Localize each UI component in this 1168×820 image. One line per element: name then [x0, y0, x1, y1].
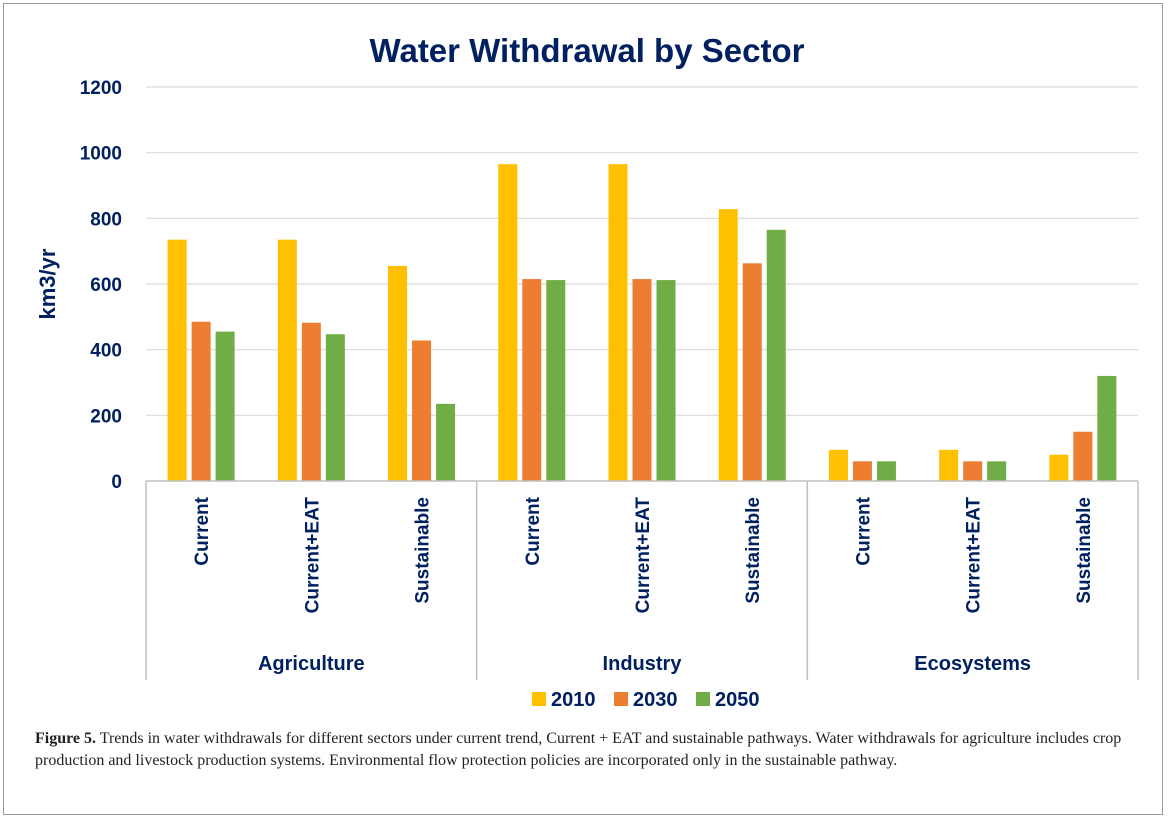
- legend-swatch-2050: [696, 692, 710, 706]
- x-axis: Current Current+EAT Sustainable Agriculture…: [145, 480, 1139, 680]
- bar-2030-4: [522, 279, 542, 481]
- legend-swatch-2010: [532, 692, 546, 706]
- figure-caption: Figure 5. Trends in water withdrawals fo…: [35, 728, 1135, 772]
- bar-2010-5: [608, 164, 628, 482]
- category-label: Current+EAT: [964, 497, 985, 614]
- bar-2030-8: [963, 461, 983, 481]
- category-label: Current+EAT: [302, 497, 323, 614]
- bars: [167, 164, 1117, 482]
- bar-2050-4: [546, 280, 566, 481]
- bar-2050-3: [436, 403, 456, 481]
- bar-2030-1: [191, 321, 211, 481]
- bar-2050-6: [766, 229, 786, 481]
- y-tick-label: 1000: [80, 144, 122, 165]
- bar-2010-6: [718, 209, 738, 481]
- category-label: Current: [853, 496, 874, 565]
- bar-2010-7: [828, 449, 848, 481]
- category-label: Current: [192, 496, 213, 565]
- y-tick-label: 400: [90, 341, 122, 362]
- caption-text: Trends in water withdrawals for differen…: [35, 730, 1122, 769]
- y-tick-label: 600: [90, 275, 122, 296]
- water-withdrawal-chart: Water Withdrawal by Sector km3/yr 0 200 40…: [35, 32, 1139, 711]
- category-label: Current+EAT: [633, 497, 654, 614]
- group-label-industry: Industry: [603, 653, 683, 675]
- legend-label-2010: 2010: [551, 689, 596, 711]
- bar-2030-9: [1073, 431, 1093, 481]
- bar-2050-1: [215, 331, 235, 481]
- bar-2050-9: [1097, 375, 1117, 481]
- bar-2010-2: [277, 239, 297, 481]
- group-label-ecosystems: Ecosystems: [914, 653, 1031, 675]
- category-label: Sustainable: [1074, 497, 1095, 604]
- caption-label: Figure 5.: [35, 730, 97, 747]
- bar-2050-8: [987, 461, 1007, 481]
- category-label: Current: [523, 496, 544, 565]
- chart-title: Water Withdrawal by Sector: [370, 32, 805, 69]
- bar-2010-3: [388, 265, 408, 481]
- bar-2010-9: [1049, 454, 1069, 481]
- bar-2030-2: [301, 322, 321, 481]
- bar-2030-5: [632, 279, 652, 481]
- y-tick-label: 200: [90, 406, 122, 427]
- legend-label-2050: 2050: [715, 689, 760, 711]
- bar-2030-6: [742, 263, 762, 481]
- legend: 2010 2030 2050: [532, 689, 760, 711]
- y-tick-label: 800: [90, 209, 122, 230]
- bar-2050-7: [876, 461, 896, 481]
- category-label: Sustainable: [743, 497, 764, 604]
- category-label: Sustainable: [413, 497, 434, 604]
- bar-2030-3: [412, 340, 432, 481]
- bar-2010-1: [167, 239, 187, 481]
- bar-2050-5: [656, 280, 676, 481]
- bar-2010-8: [939, 449, 959, 481]
- bar-2050-2: [325, 334, 345, 481]
- y-axis-label: km3/yr: [35, 248, 60, 319]
- y-tick-label: 1200: [80, 78, 122, 99]
- group-label-agriculture: Agriculture: [258, 653, 365, 675]
- legend-label-2030: 2030: [633, 689, 678, 711]
- bar-2010-4: [498, 164, 518, 482]
- legend-swatch-2030: [614, 692, 628, 706]
- bar-2030-7: [852, 461, 872, 481]
- y-tick-label: 0: [111, 472, 122, 493]
